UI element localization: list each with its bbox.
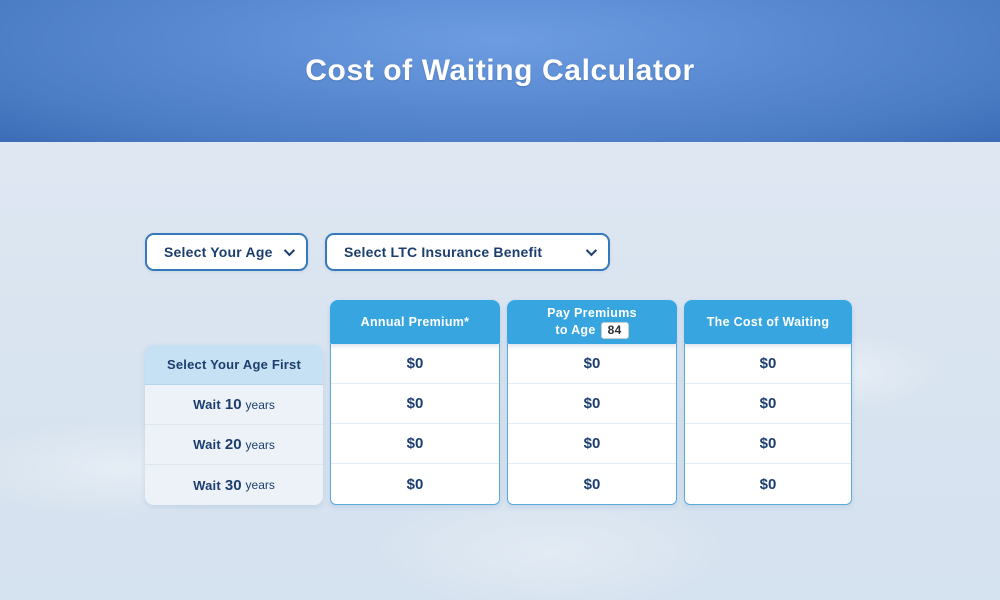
table-row-label-wait-10: Wait 10 years [145,385,323,425]
column-header-text: Annual Premium* [360,315,470,329]
age-select-value: Select Your Age [164,244,273,260]
row-label-column: Select Your Age First Wait 10 years Wait… [145,345,323,505]
row-label-years-value: 10 [224,396,242,413]
column-header-line2: to Age 84 [555,321,629,339]
ltc-benefit-select-value: Select LTC Insurance Benefit [344,244,543,260]
row-label-suffix: years [245,397,275,412]
table-cell: $0 [685,384,851,424]
column-header-text-line1: Pay Premiums [547,305,637,320]
table-cell: $0 [508,424,676,464]
age-select[interactable]: Select Your Age [145,233,308,271]
column-header-cost-of-waiting: The Cost of Waiting [684,300,852,344]
column-header-text-line2: to Age [555,323,596,337]
pay-to-age-input[interactable]: 84 [600,321,629,339]
table-row-label-wait-20: Wait 20 years [145,425,323,465]
table-row-label-wait-30: Wait 30 years [145,465,323,505]
row-label-years-value: 30 [224,476,242,494]
table-cell: $0 [685,344,851,384]
column-header-pay-premiums: Pay Premiums to Age 84 [507,300,677,344]
column-body: $0 $0 $0 $0 [684,344,852,505]
ltc-benefit-select[interactable]: Select LTC Insurance Benefit [325,233,610,271]
column-cost-of-waiting: The Cost of Waiting $0 $0 $0 $0 [684,300,852,505]
column-header-text: The Cost of Waiting [706,315,830,329]
table-cell: $0 [583,475,601,493]
row-label-prefix: Wait [193,397,221,412]
column-body: $0 $0 $0 $0 [507,344,677,505]
column-body: $0 $0 $0 $0 [330,344,500,505]
row-label-prefix: Wait [193,477,221,493]
row-label-text: Select Your Age First [167,357,301,372]
chevron-down-icon [585,244,598,257]
table-row-label-current: Select Your Age First [145,345,323,385]
page-header-banner: Cost of Waiting Calculator [0,0,1000,142]
table-cell: $0 [508,344,676,384]
table-cell: $0 [759,475,777,493]
table-cell: $0 [331,384,499,424]
column-pay-premiums: Pay Premiums to Age 84 $0 $0 $0 $0 [507,300,677,505]
table-cell: $0 [331,424,499,464]
row-label-prefix: Wait [193,437,221,452]
page-title: Cost of Waiting Calculator [305,54,695,87]
table-cell: $0 [685,424,851,464]
cost-of-waiting-table: Select Your Age First Wait 10 years Wait… [145,300,852,505]
table-cell: $0 [331,344,499,384]
row-label-suffix: years [245,478,275,492]
chevron-down-icon [283,244,296,257]
column-header-annual-premium: Annual Premium* [330,300,500,344]
row-label-suffix: years [245,437,275,452]
table-cell: $0 [508,384,676,424]
filter-bar: Select Your Age Select LTC Insurance Ben… [145,233,610,271]
table-cell: $0 [406,475,424,493]
column-annual-premium: Annual Premium* $0 $0 $0 $0 [330,300,500,505]
row-label-years-value: 20 [224,436,242,453]
